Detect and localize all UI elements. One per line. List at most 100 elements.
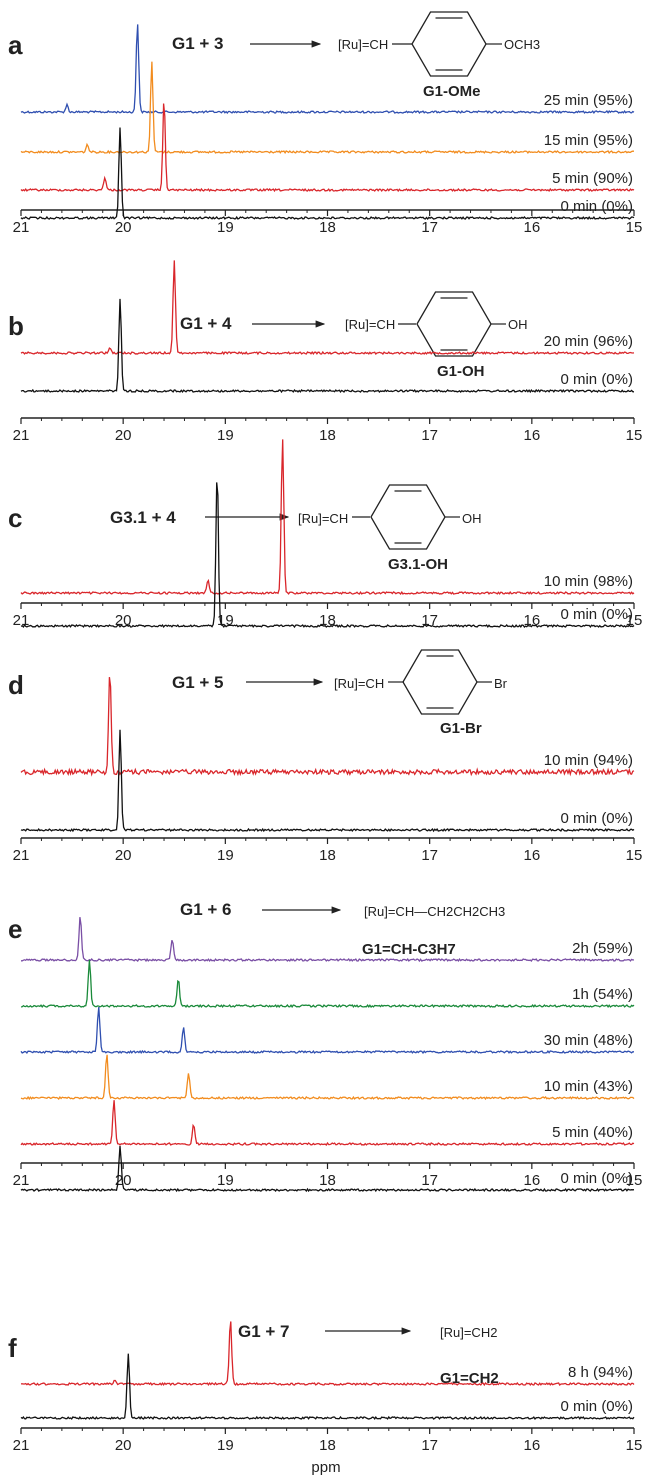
- x-tick-label: 19: [217, 847, 234, 864]
- x-tick-label: 20: [115, 427, 132, 444]
- trace-label: 0 min (0%): [560, 1170, 633, 1187]
- x-tick-label: 17: [421, 1172, 438, 1189]
- product-structure: [Ru]=CH—CH2CH2CH3: [364, 904, 505, 919]
- x-tick-label: 16: [523, 219, 540, 236]
- spectrum-trace: [20, 1054, 635, 1101]
- panel-label: f: [8, 1333, 17, 1363]
- trace-label: 0 min (0%): [560, 371, 633, 388]
- x-axis-label: ppm: [311, 1459, 340, 1476]
- trace-label: 25 min (95%): [544, 92, 633, 109]
- spectrum-trace: [21, 917, 635, 963]
- panel-a: a G1 + 3 [Ru]=CH OCH3 G1-OMe 21 20 19 18 17 1…: [8, 11, 643, 236]
- product-label: G1-OH: [437, 363, 485, 380]
- spectra-plot: 21 20 19 18 17 16 15 25 min (95%) 15 min (95%) 5 …: [13, 24, 643, 236]
- x-tick-label: 17: [421, 847, 438, 864]
- product-prefix: [Ru]=CH: [345, 317, 395, 332]
- trace-label: 10 min (98%): [544, 573, 633, 590]
- product-prefix: [Ru]=CH: [338, 37, 388, 52]
- x-tick-label: 16: [523, 1437, 540, 1454]
- x-tick-label: 21: [13, 427, 30, 444]
- spectrum-trace: [20, 61, 634, 155]
- spectrum-trace: [20, 960, 635, 1009]
- x-tick-label: 16: [523, 847, 540, 864]
- spectra-plot: 21 20 19 18 17 16 15 8 h (94%) 0 min (0%): [13, 1321, 643, 1454]
- panel-e: e G1 + 6 [Ru]=CH—CH2CH2CH3 G1=CH-C3H7 21…: [8, 900, 643, 1193]
- x-tick-label: 16: [523, 427, 540, 444]
- panel-label: a: [8, 30, 23, 60]
- product-structure: [Ru]=CH2: [440, 1325, 497, 1340]
- x-tick-label: 20: [115, 1437, 132, 1454]
- spectrum-trace: [20, 482, 635, 629]
- x-tick-label: 18: [319, 219, 336, 236]
- spectrum-trace: [20, 1353, 635, 1421]
- product-label: G1-OMe: [423, 83, 481, 100]
- spectrum-trace: [20, 298, 635, 394]
- spectrum-trace: [20, 1100, 635, 1147]
- x-tick-label: 15: [626, 847, 643, 864]
- trace-label: 30 min (48%): [544, 1032, 633, 1049]
- spectrum-trace: [20, 439, 635, 596]
- x-tick-label: 18: [319, 612, 336, 629]
- x-tick-label: 21: [13, 1437, 30, 1454]
- x-tick-label: 21: [13, 1172, 30, 1189]
- x-tick-label: 17: [421, 427, 438, 444]
- panel-label: b: [8, 311, 24, 341]
- x-tick-label: 15: [626, 219, 643, 236]
- panel-label: d: [8, 670, 24, 700]
- reaction-label: G1 + 5: [172, 673, 224, 692]
- spectrum-trace: [20, 729, 635, 833]
- reaction-label: G1 + 3: [172, 34, 224, 53]
- trace-label: 0 min (0%): [560, 198, 633, 215]
- panel-d: d G1 + 5 [Ru]=CH Br G1-Br 21 20 19 18 17 16 15…: [8, 649, 643, 864]
- trace-label: 0 min (0%): [560, 606, 633, 623]
- x-tick-label: 21: [13, 219, 30, 236]
- x-tick-label: 17: [421, 219, 438, 236]
- spectrum-trace: [20, 1321, 635, 1387]
- x-tick-label: 15: [626, 427, 643, 444]
- product-prefix: [Ru]=CH: [298, 511, 348, 526]
- reaction-label: G1 + 6: [180, 900, 232, 919]
- x-tick-label: 21: [13, 612, 30, 629]
- substituent-label: OH: [462, 511, 482, 526]
- trace-label: 15 min (95%): [544, 132, 633, 149]
- trace-label: 20 min (96%): [544, 333, 633, 350]
- x-tick-label: 20: [115, 847, 132, 864]
- spectra-plot: 21 20 19 18 17 16 15 10 min (94%) 0 min (0%): [13, 677, 643, 864]
- x-tick-label: 15: [626, 1437, 643, 1454]
- spectra-plot: 21 20 19 18 17 16 15 20 min (96%) 0 min (0%): [13, 260, 643, 444]
- x-tick-label: 19: [217, 1437, 234, 1454]
- product-label: G1-Br: [440, 720, 482, 737]
- substituent-label: OH: [508, 317, 528, 332]
- trace-label: 5 min (40%): [552, 1124, 633, 1141]
- panel-f: f G1 + 7 [Ru]=CH2 G1=CH2 21 20 19 18 17 16 15 8…: [8, 1321, 643, 1454]
- x-tick-label: 18: [319, 1437, 336, 1454]
- trace-label: 10 min (43%): [544, 1078, 633, 1095]
- benzene-ring: [416, 291, 492, 357]
- panel-b: b G1 + 4 [Ru]=CH OH G1-OH 21 20 19 18 17 16 15…: [8, 260, 642, 444]
- x-tick-label: 19: [217, 1172, 234, 1189]
- x-tick-label: 15: [626, 1172, 643, 1189]
- reaction-label: G1 + 7: [238, 1322, 290, 1341]
- reaction-label: G3.1 + 4: [110, 508, 176, 527]
- spectrum-trace: [20, 1007, 634, 1055]
- trace-label: 8 h (94%): [568, 1364, 633, 1381]
- x-tick-label: 20: [115, 219, 132, 236]
- benzene-ring: [370, 484, 446, 550]
- spectra-plot: 21 20 19 18 17 16 15 2h (59%) 1h (54%) 30 min (48…: [13, 917, 643, 1193]
- reaction-label: G1 + 4: [180, 314, 232, 333]
- spectrum-trace: [20, 24, 635, 115]
- x-tick-label: 19: [217, 427, 234, 444]
- x-tick-label: 18: [319, 1172, 336, 1189]
- trace-label: 1h (54%): [572, 986, 633, 1003]
- spectrum-trace: [20, 127, 635, 221]
- trace-label: 0 min (0%): [560, 1398, 633, 1415]
- x-tick-label: 17: [421, 1437, 438, 1454]
- spectrum-trace: [20, 260, 635, 356]
- benzene-ring: [402, 649, 478, 715]
- x-tick-label: 16: [523, 1172, 540, 1189]
- substituent-label: Br: [494, 676, 508, 691]
- spectrum-trace: [20, 103, 635, 193]
- x-tick-label: 18: [319, 427, 336, 444]
- panel-label: e: [8, 914, 22, 944]
- x-tick-label: 15: [626, 612, 643, 629]
